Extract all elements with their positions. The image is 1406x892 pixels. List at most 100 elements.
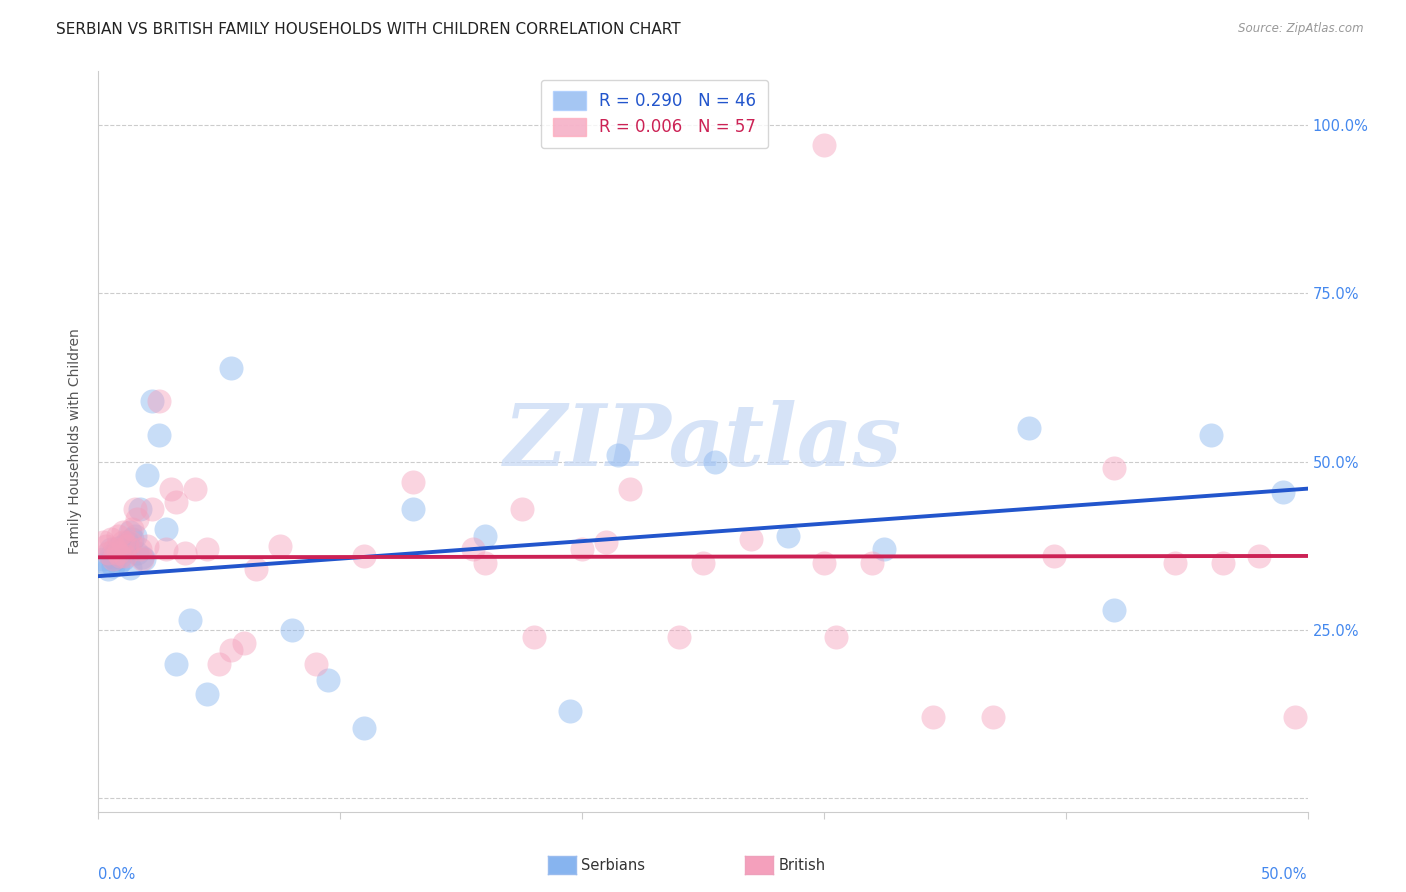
Point xyxy=(195,687,218,701)
Point xyxy=(118,525,141,540)
Point xyxy=(104,542,127,557)
Point xyxy=(1284,710,1306,724)
Point xyxy=(269,539,291,553)
Point xyxy=(184,482,207,496)
Point xyxy=(353,549,375,563)
Point xyxy=(232,636,254,650)
Point xyxy=(135,539,157,553)
Point xyxy=(668,630,690,644)
Text: 0.0%: 0.0% xyxy=(98,867,135,882)
Point xyxy=(305,657,328,671)
Point xyxy=(117,539,139,553)
Point xyxy=(1212,556,1234,570)
Point xyxy=(402,475,425,489)
Point xyxy=(131,552,153,566)
Point xyxy=(121,522,143,536)
Point xyxy=(1199,427,1222,442)
Y-axis label: Family Households with Children: Family Households with Children xyxy=(69,328,83,555)
Point xyxy=(128,501,150,516)
Point xyxy=(111,539,134,553)
Point xyxy=(111,552,134,566)
Point xyxy=(91,535,114,549)
Point xyxy=(111,525,134,540)
Point xyxy=(813,138,835,153)
Point xyxy=(114,549,136,563)
Point xyxy=(619,482,641,496)
Text: SERBIAN VS BRITISH FAMILY HOUSEHOLDS WITH CHILDREN CORRELATION CHART: SERBIAN VS BRITISH FAMILY HOUSEHOLDS WIT… xyxy=(56,22,681,37)
Point xyxy=(107,541,129,555)
Point xyxy=(165,657,187,671)
Text: ZIPatlas: ZIPatlas xyxy=(503,400,903,483)
Point xyxy=(510,501,533,516)
Point xyxy=(117,535,139,549)
Point xyxy=(595,535,617,549)
Point xyxy=(94,539,117,553)
Point xyxy=(111,535,134,549)
Point xyxy=(107,557,129,571)
Point xyxy=(141,394,163,409)
Point xyxy=(124,529,146,543)
Point xyxy=(221,643,243,657)
Point xyxy=(148,427,170,442)
Point xyxy=(165,495,187,509)
Point xyxy=(825,630,848,644)
Point xyxy=(558,704,581,718)
Point xyxy=(571,542,593,557)
Point xyxy=(1018,421,1040,435)
Point xyxy=(118,561,141,575)
Point xyxy=(1102,603,1125,617)
Point xyxy=(281,623,304,637)
Point xyxy=(97,546,120,560)
Point xyxy=(873,542,896,557)
Point xyxy=(813,556,835,570)
Point xyxy=(127,546,149,560)
Point xyxy=(121,532,143,546)
Point xyxy=(100,532,122,546)
Point xyxy=(1249,549,1271,563)
Point xyxy=(100,542,122,557)
Point xyxy=(1272,485,1295,500)
Point xyxy=(921,710,943,724)
Point xyxy=(127,512,149,526)
Point xyxy=(607,448,630,462)
Point xyxy=(135,468,157,483)
Text: British: British xyxy=(779,858,827,872)
Point xyxy=(704,455,727,469)
Point xyxy=(94,556,117,570)
Point xyxy=(353,721,375,735)
Point xyxy=(523,630,546,644)
Point xyxy=(179,613,201,627)
Point xyxy=(91,552,114,566)
Point xyxy=(114,543,136,558)
Point xyxy=(463,542,485,557)
Point xyxy=(402,501,425,516)
Point xyxy=(124,501,146,516)
Point xyxy=(141,501,163,516)
Point xyxy=(221,360,243,375)
Point xyxy=(100,549,122,563)
Point xyxy=(101,552,124,566)
Point xyxy=(128,542,150,557)
Point xyxy=(245,562,267,576)
Point xyxy=(981,710,1004,724)
Point xyxy=(1163,556,1185,570)
Point xyxy=(860,556,883,570)
Point xyxy=(108,549,131,563)
Point xyxy=(195,542,218,557)
Point xyxy=(104,546,127,560)
Point xyxy=(107,546,129,560)
Point xyxy=(1102,461,1125,475)
Point xyxy=(740,532,762,546)
Point xyxy=(101,559,124,574)
Point xyxy=(692,556,714,570)
Point xyxy=(155,522,177,536)
Text: Serbians: Serbians xyxy=(581,858,645,872)
Point xyxy=(108,549,131,563)
Point xyxy=(208,657,231,671)
Point xyxy=(101,550,124,565)
Point xyxy=(118,535,141,549)
Point xyxy=(131,550,153,565)
Point xyxy=(1042,549,1064,563)
Point xyxy=(104,552,127,566)
Point xyxy=(316,673,339,688)
